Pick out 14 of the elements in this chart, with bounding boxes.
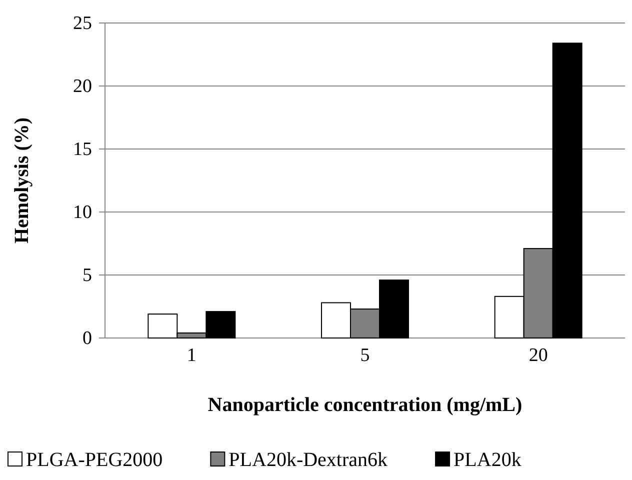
x-tick-label: 1 [186,345,196,366]
legend-label: PLA20k [454,449,522,471]
x-tick-label: 20 [528,345,548,366]
x-axis-title: Nanoparticle concentration (mg/mL) [208,394,522,416]
y-axis-title: Hemolysis (%) [11,117,33,244]
y-tick-label: 5 [82,265,92,286]
y-tick-label: 25 [73,13,92,34]
y-tick-label: 10 [73,202,92,224]
y-tick-label: 15 [73,139,92,160]
legend-label: PLA20k-Dextran6k [228,449,388,471]
y-tick-label: 0 [82,328,92,350]
legend-label: PLGA-PEG2000 [26,449,163,471]
x-tick-label: 5 [360,345,370,366]
y-tick-label: 20 [73,76,92,98]
